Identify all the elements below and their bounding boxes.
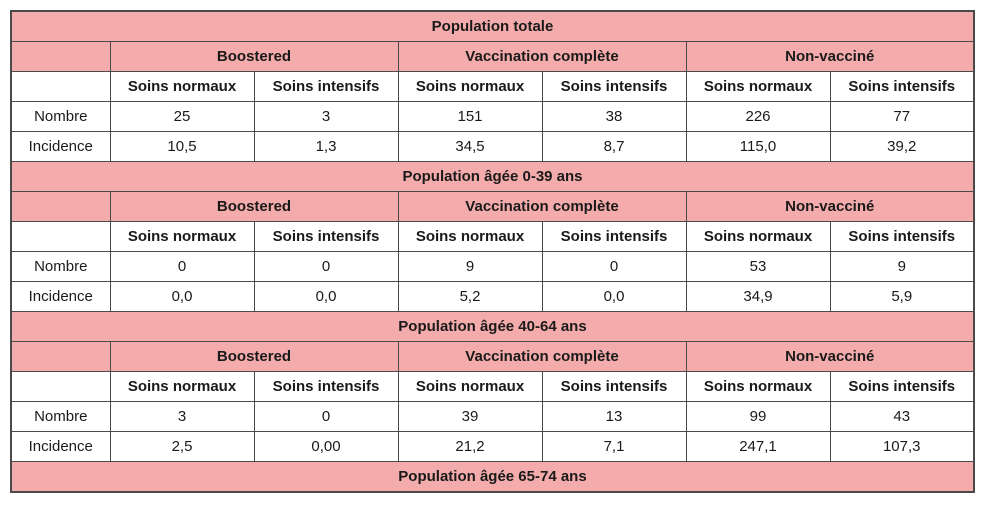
nombre-row: Nombre 3 0 39 13 99 43 <box>10 401 975 432</box>
row-label-incidence: Incidence <box>10 131 111 162</box>
population-statistics-table: Population totale Boostered Vaccination … <box>10 10 975 493</box>
section-title-row: Population âgée 40-64 ans <box>10 311 975 342</box>
care-header-intensive: Soins intensifs <box>541 221 687 252</box>
empty-corner-cell <box>10 371 111 402</box>
care-header-normal: Soins normaux <box>685 71 831 102</box>
incidence-row: Incidence 0,0 0,0 5,2 0,0 34,9 5,9 <box>10 281 975 312</box>
value-cell: 39,2 <box>829 131 975 162</box>
row-label-nombre: Nombre <box>10 251 111 282</box>
value-cell: 43 <box>829 401 975 432</box>
value-cell: 39 <box>397 401 543 432</box>
empty-corner-cell <box>10 221 111 252</box>
care-header-intensive: Soins intensifs <box>541 371 687 402</box>
group-header-row: Boostered Vaccination complète Non-vacci… <box>10 191 975 222</box>
care-header-intensive: Soins intensifs <box>829 221 975 252</box>
section-title-row: Population âgée 65-74 ans <box>10 461 975 493</box>
value-cell: 9 <box>397 251 543 282</box>
care-header-row: Soins normaux Soins intensifs Soins norm… <box>10 71 975 102</box>
value-cell: 5,9 <box>829 281 975 312</box>
value-cell: 0,0 <box>541 281 687 312</box>
value-cell: 53 <box>685 251 831 282</box>
value-cell: 107,3 <box>829 431 975 462</box>
value-cell: 7,1 <box>541 431 687 462</box>
value-cell: 5,2 <box>397 281 543 312</box>
section-title: Population âgée 40-64 ans <box>10 311 975 342</box>
empty-corner-cell <box>10 191 111 222</box>
group-header-boostered: Boostered <box>109 41 399 72</box>
section-title-row: Population âgée 0-39 ans <box>10 161 975 192</box>
value-cell: 2,5 <box>109 431 255 462</box>
group-header-non-vaccine: Non-vacciné <box>685 41 975 72</box>
care-header-normal: Soins normaux <box>397 221 543 252</box>
group-header-row: Boostered Vaccination complète Non-vacci… <box>10 41 975 72</box>
value-cell: 34,9 <box>685 281 831 312</box>
value-cell: 0 <box>541 251 687 282</box>
vaccination-hospitalisation-table: Population totale Boostered Vaccination … <box>10 10 975 493</box>
care-header-normal: Soins normaux <box>109 71 255 102</box>
group-header-row: Boostered Vaccination complète Non-vacci… <box>10 341 975 372</box>
value-cell: 38 <box>541 101 687 132</box>
value-cell: 1,3 <box>253 131 399 162</box>
care-header-normal: Soins normaux <box>109 371 255 402</box>
row-label-incidence: Incidence <box>10 431 111 462</box>
value-cell: 9 <box>829 251 975 282</box>
care-header-row: Soins normaux Soins intensifs Soins norm… <box>10 221 975 252</box>
care-header-normal: Soins normaux <box>397 71 543 102</box>
care-header-intensive: Soins intensifs <box>253 221 399 252</box>
group-header-non-vaccine: Non-vacciné <box>685 341 975 372</box>
value-cell: 0 <box>253 251 399 282</box>
empty-corner-cell <box>10 341 111 372</box>
group-header-boostered: Boostered <box>109 191 399 222</box>
row-label-nombre: Nombre <box>10 401 111 432</box>
section-title: Population âgée 65-74 ans <box>10 461 975 493</box>
value-cell: 0,0 <box>253 281 399 312</box>
care-header-intensive: Soins intensifs <box>829 71 975 102</box>
value-cell: 13 <box>541 401 687 432</box>
nombre-row: Nombre 0 0 9 0 53 9 <box>10 251 975 282</box>
value-cell: 99 <box>685 401 831 432</box>
row-label-nombre: Nombre <box>10 101 111 132</box>
row-label-incidence: Incidence <box>10 281 111 312</box>
value-cell: 0 <box>109 251 255 282</box>
group-header-non-vaccine: Non-vacciné <box>685 191 975 222</box>
value-cell: 77 <box>829 101 975 132</box>
section-title: Population totale <box>10 10 975 42</box>
value-cell: 151 <box>397 101 543 132</box>
value-cell: 21,2 <box>397 431 543 462</box>
value-cell: 3 <box>253 101 399 132</box>
value-cell: 0 <box>253 401 399 432</box>
value-cell: 3 <box>109 401 255 432</box>
care-header-intensive: Soins intensifs <box>253 371 399 402</box>
care-header-normal: Soins normaux <box>685 371 831 402</box>
value-cell: 8,7 <box>541 131 687 162</box>
care-header-normal: Soins normaux <box>397 371 543 402</box>
value-cell: 247,1 <box>685 431 831 462</box>
value-cell: 115,0 <box>685 131 831 162</box>
section-title: Population âgée 0-39 ans <box>10 161 975 192</box>
incidence-row: Incidence 10,5 1,3 34,5 8,7 115,0 39,2 <box>10 131 975 162</box>
incidence-row: Incidence 2,5 0,00 21,2 7,1 247,1 107,3 <box>10 431 975 462</box>
care-header-intensive: Soins intensifs <box>541 71 687 102</box>
value-cell: 10,5 <box>109 131 255 162</box>
value-cell: 25 <box>109 101 255 132</box>
group-header-vaccination-complete: Vaccination complète <box>397 341 687 372</box>
value-cell: 0,00 <box>253 431 399 462</box>
nombre-row: Nombre 25 3 151 38 226 77 <box>10 101 975 132</box>
care-header-intensive: Soins intensifs <box>829 371 975 402</box>
group-header-vaccination-complete: Vaccination complète <box>397 41 687 72</box>
value-cell: 34,5 <box>397 131 543 162</box>
group-header-vaccination-complete: Vaccination complète <box>397 191 687 222</box>
care-header-normal: Soins normaux <box>685 221 831 252</box>
empty-corner-cell <box>10 41 111 72</box>
group-header-boostered: Boostered <box>109 341 399 372</box>
value-cell: 226 <box>685 101 831 132</box>
value-cell: 0,0 <box>109 281 255 312</box>
care-header-row: Soins normaux Soins intensifs Soins norm… <box>10 371 975 402</box>
care-header-intensive: Soins intensifs <box>253 71 399 102</box>
empty-corner-cell <box>10 71 111 102</box>
section-title-row: Population totale <box>10 10 975 42</box>
care-header-normal: Soins normaux <box>109 221 255 252</box>
